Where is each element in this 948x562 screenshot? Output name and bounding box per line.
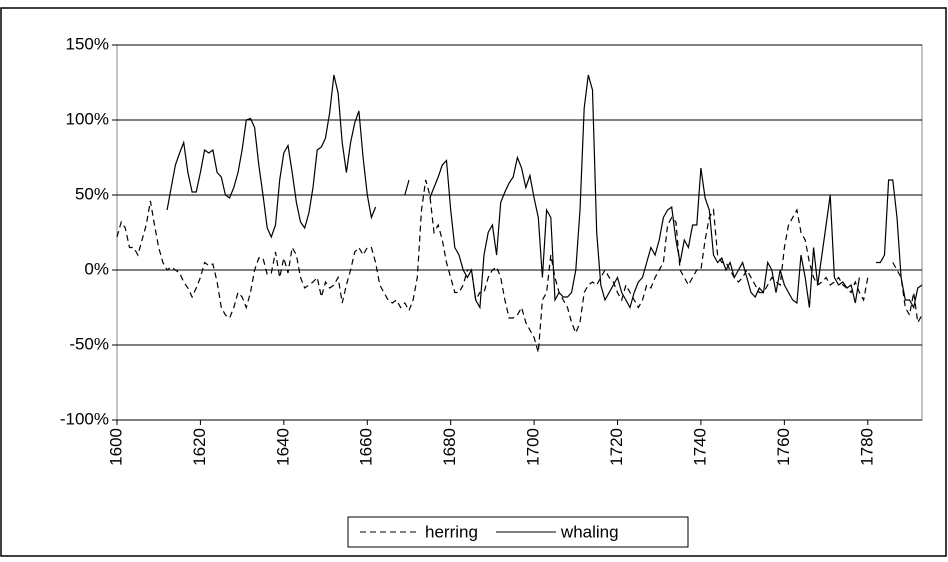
x-tick-label: 1660: [357, 428, 376, 466]
legend-label: herring: [425, 522, 478, 541]
x-tick-label: 1600: [106, 428, 125, 466]
series-line: [166, 74, 923, 310]
x-tick-label: 1620: [190, 428, 209, 466]
y-tick-label: 50%: [75, 184, 109, 203]
x-tick-label: 1720: [607, 428, 626, 466]
x-tick-label: 1740: [690, 428, 709, 466]
y-tick-label: 150%: [66, 34, 109, 53]
x-tick-label: 1780: [857, 428, 876, 466]
x-tick-label: 1680: [440, 428, 459, 466]
legend-label: whaling: [560, 522, 619, 541]
x-tick-label: 1640: [273, 428, 292, 466]
series-line: [116, 179, 923, 353]
x-tick-label: 1760: [774, 428, 793, 466]
y-tick-label: 100%: [66, 109, 109, 128]
y-tick-label: -50%: [69, 334, 109, 353]
y-tick-label: 0%: [84, 259, 109, 278]
x-tick-label: 1700: [524, 428, 543, 466]
y-tick-label: -100%: [60, 409, 109, 428]
